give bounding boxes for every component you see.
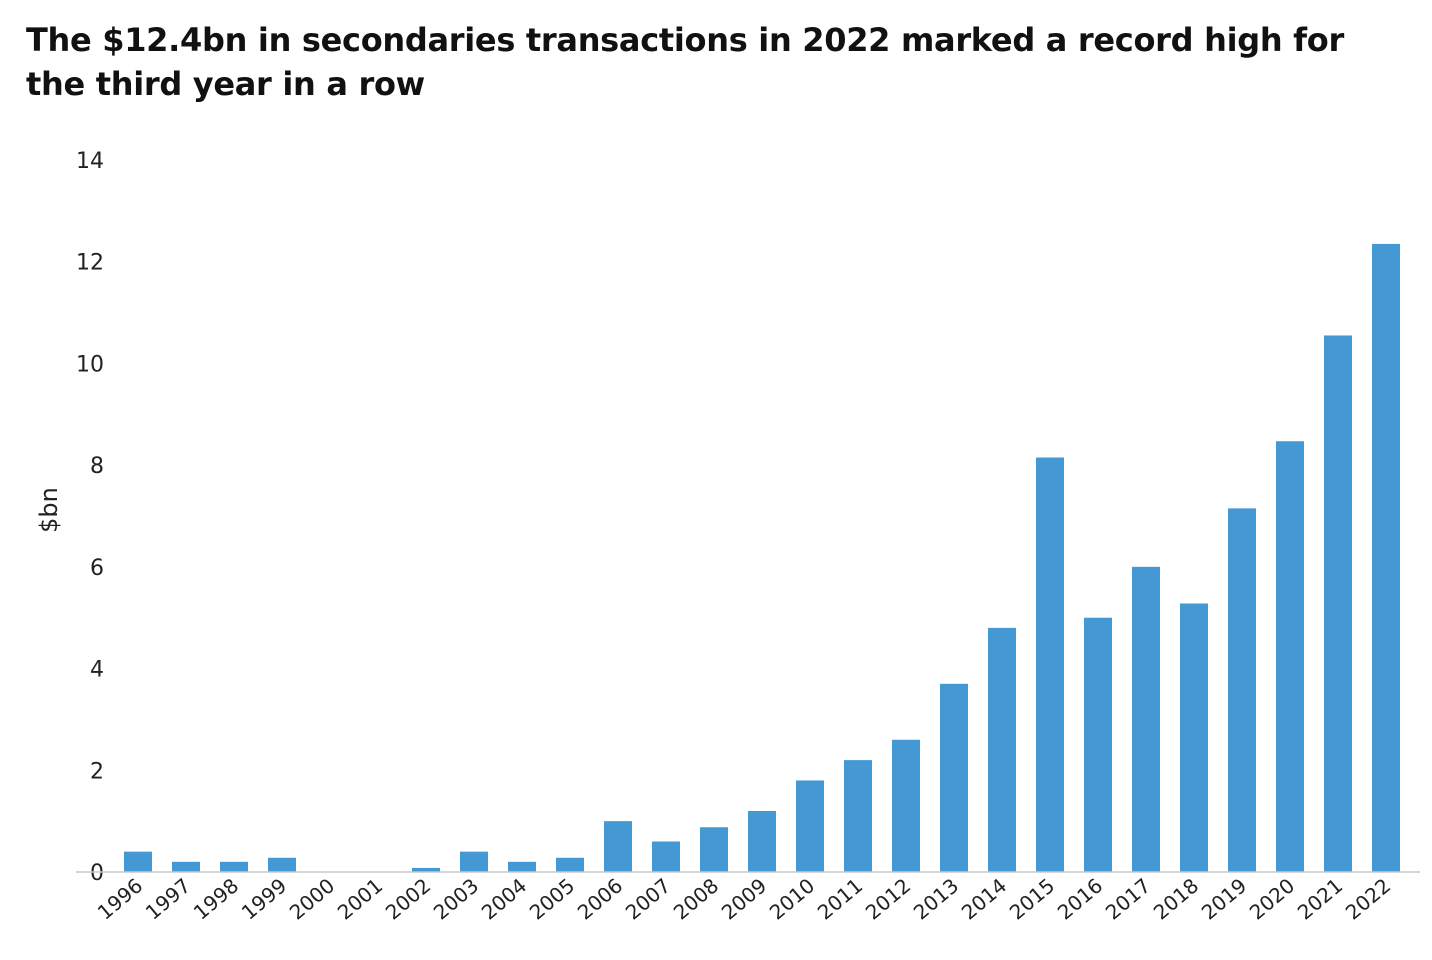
x-tick-label: 2018	[1149, 873, 1203, 924]
x-tick-label: 2006	[573, 873, 627, 924]
x-tick-label: 2012	[861, 873, 915, 924]
x-tick-label: 2022	[1341, 873, 1395, 924]
x-tick-label: 2021	[1293, 873, 1347, 924]
chart-title: The $12.4bn in secondaries transactions …	[26, 21, 1344, 103]
bar-2019	[1228, 508, 1256, 872]
y-tick-label: 8	[90, 454, 104, 479]
x-tick-label: 2017	[1101, 873, 1155, 924]
bar-2014	[988, 627, 1016, 872]
x-tick-label: 2010	[765, 873, 819, 924]
bar-2013	[940, 683, 968, 872]
x-tick-label: 2013	[909, 873, 963, 924]
bar-2021	[1324, 335, 1352, 872]
bar-2007	[652, 841, 680, 872]
bar-2022	[1372, 243, 1400, 872]
bar-1996	[124, 851, 152, 872]
bar-2018	[1180, 603, 1208, 872]
y-tick-label: 2	[90, 759, 104, 784]
x-tick-label: 2000	[285, 873, 339, 924]
bar-2008	[700, 827, 728, 872]
x-tick-label: 2008	[669, 873, 723, 924]
bar-2017	[1132, 566, 1160, 872]
x-tick-label: 2003	[429, 873, 483, 924]
y-tick-label: 14	[76, 149, 104, 174]
bar-2006	[604, 821, 632, 872]
x-tick-label: 2016	[1053, 873, 1107, 924]
bar-2020	[1276, 441, 1304, 872]
x-tick-label: 2020	[1245, 873, 1299, 924]
bar-2016	[1084, 617, 1112, 872]
bar-2012	[892, 739, 920, 872]
bar-2002	[412, 867, 440, 872]
y-tick-label: 0	[90, 861, 104, 886]
bar-2003	[460, 851, 488, 872]
y-tick-label: 6	[90, 556, 104, 581]
y-axis-label: $bn	[35, 487, 63, 533]
x-tick-label: 2009	[717, 873, 771, 924]
x-tick-label: 2019	[1197, 873, 1251, 924]
x-tick-label: 2011	[813, 873, 867, 924]
bar-2005	[556, 857, 584, 872]
bar-1997	[172, 861, 200, 872]
x-tick-label: 2015	[1005, 873, 1059, 924]
x-tick-label: 2001	[333, 873, 387, 924]
bars	[124, 243, 1400, 872]
x-tick-label: 2004	[477, 873, 531, 924]
bar-2009	[748, 810, 776, 872]
y-axis-ticks: 0 2 4 6 8 10 12 14	[76, 149, 104, 886]
x-tick-label: 2005	[525, 873, 579, 924]
y-tick-label: 10	[76, 352, 104, 377]
x-tick-label: 2007	[621, 873, 675, 924]
bar-1999	[268, 857, 296, 872]
bar-2004	[508, 861, 536, 872]
x-tick-label: 2014	[957, 873, 1011, 924]
x-axis-ticks: 1996199719981999200020012002200320042005…	[93, 873, 1395, 924]
x-tick-label: 1999	[237, 873, 291, 924]
x-tick-label: 1997	[141, 873, 195, 924]
y-tick-label: 12	[76, 251, 104, 276]
x-tick-label: 2002	[381, 873, 435, 924]
x-tick-label: 1998	[189, 873, 243, 924]
bar-2010	[796, 780, 824, 872]
bar-2011	[844, 760, 872, 872]
bar-2015	[1036, 457, 1064, 872]
bar-1998	[220, 861, 248, 872]
y-tick-label: 4	[90, 658, 104, 683]
